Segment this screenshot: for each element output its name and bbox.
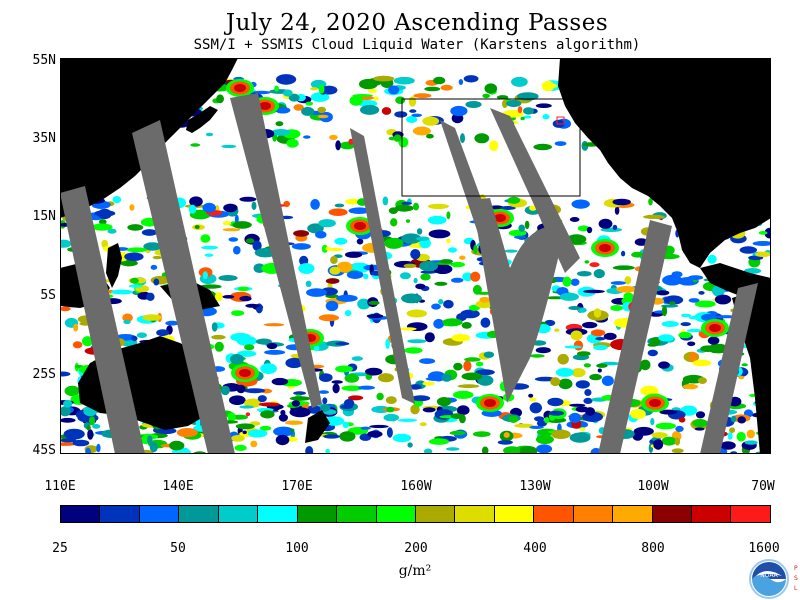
japan [186,106,218,133]
noaa-logo-text: NOAA [760,572,778,579]
colorbar-segment [297,506,338,522]
lat-label-45s: 45S [32,443,56,458]
cloud-water-map [60,58,771,454]
no-data-swath-gaps [60,93,758,454]
lat-label-35n: 35N [32,131,56,146]
swath-gap-1 [60,186,145,454]
lat-label-25s: 25S [32,367,56,382]
swath-gap-3 [230,93,322,408]
lon-label-140e: 140E [162,479,194,494]
lon-label-100w: 100W [637,479,669,494]
map-subtitle: SSM/I + SSMIS Cloud Liquid Water (Karste… [193,37,641,53]
colorbar-segment [613,506,653,522]
colorbar [60,505,771,523]
colorbar-tick-800: 800 [641,541,665,556]
colorbar-units: g/m² [398,563,432,579]
lon-label-130w: 130W [519,479,551,494]
svg-text:P: P [794,565,798,572]
colorbar-tick-25: 25 [52,541,68,556]
lon-label-160w: 160W [400,479,432,494]
colorbar-segment [100,506,140,522]
colorbar-tick-200: 200 [404,541,428,556]
colorbar-segment [415,506,456,522]
swath-gap-8 [598,220,672,454]
colorbar-segment [218,506,259,522]
colorbar-segment [494,506,535,522]
colorbar-segment [573,506,614,522]
swath-gap-2 [132,120,235,454]
lon-label-170e: 170E [281,479,313,494]
colorbar-tick-400: 400 [523,541,547,556]
swath-gap-7 [490,108,580,273]
new-zealand [305,410,330,443]
colorbar-segment [179,506,219,522]
philippines [106,243,122,288]
lon-label-110e: 110E [44,479,76,494]
colorbar-segment [61,506,101,522]
highlight-region-box [401,98,581,197]
colorbar-segment [337,506,377,522]
noaa-logo: NOAA P S L [749,559,798,599]
lat-label-5s: 5S [40,288,56,303]
colorbar-segment [534,506,574,522]
lat-label-15n: 15N [32,209,56,224]
map-frame [60,58,771,454]
lat-label-55n: 55N [32,53,56,68]
colorbar-segment [258,506,298,522]
map-panel [60,58,771,454]
swath-gap-9 [700,283,758,454]
svg-text:S: S [794,575,798,582]
lon-label-70w: 70W [751,479,775,494]
colorbar-segment [139,506,180,522]
small-red-box [556,116,565,125]
colorbar-tick-50: 50 [170,541,186,556]
colorbar-segment [731,506,770,522]
swath-gap-4 [350,128,415,404]
north-america [558,58,771,268]
colorbar-segment [376,506,416,522]
colorbar-segment [652,506,692,522]
colorbar-segment [455,506,495,522]
map-title: July 24, 2020 Ascending Passes [225,10,609,36]
colorbar-tick-1600: 1600 [748,541,780,556]
colorbar-segment [692,506,732,522]
swath-gap-6 [472,198,565,403]
svg-text:L: L [794,585,798,592]
colorbar-tick-100: 100 [285,541,309,556]
